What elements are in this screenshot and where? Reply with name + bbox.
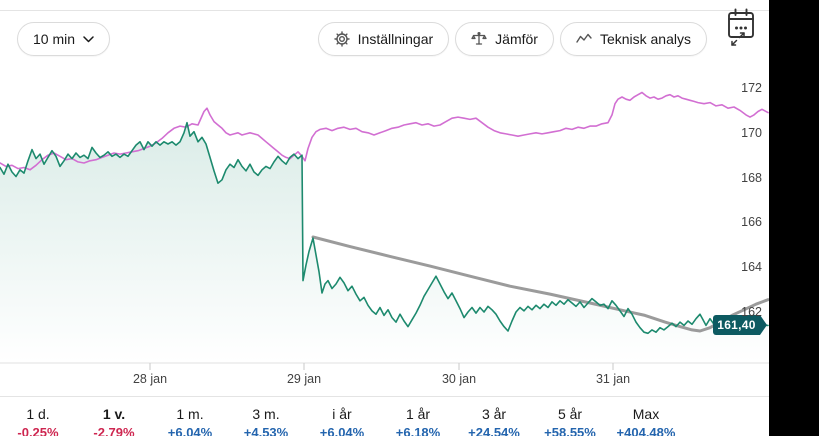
price-chart[interactable]: 161,40 172 170 168 166 164 162 xyxy=(0,58,769,370)
period-change: +6,18% xyxy=(395,425,441,436)
top-divider xyxy=(0,10,769,11)
settings-button[interactable]: Inställningar xyxy=(317,22,450,56)
compare-button[interactable]: Jämför xyxy=(455,22,554,56)
period-tab[interactable]: 1 m. +6,04% xyxy=(152,397,228,436)
trend-line-icon xyxy=(576,31,592,47)
side-panel-dark xyxy=(769,0,819,436)
period-tab[interactable]: i år +6,04% xyxy=(304,397,380,436)
period-tabs: 1 d. -0,25% 1 v. -2,79% 1 m. +6,04% 3 m. +4,53%… xyxy=(0,396,769,436)
period-tab[interactable]: 1 d. -0,25% xyxy=(0,397,76,436)
scale-icon xyxy=(471,31,487,47)
period-change: +24,54% xyxy=(468,425,520,436)
y-axis-label: 162 xyxy=(741,305,762,319)
period-tab[interactable]: 1 år +6,18% xyxy=(380,397,456,436)
y-axis-label: 172 xyxy=(741,81,762,95)
gear-icon xyxy=(333,31,350,47)
compare-label: Jämför xyxy=(495,31,538,47)
period-change: -2,79% xyxy=(93,425,135,436)
period-tab[interactable]: 3 m. +4,53% xyxy=(228,397,304,436)
y-axis-label: 164 xyxy=(741,260,762,274)
settings-label: Inställningar xyxy=(357,31,434,47)
last-price-badge: 161,40 xyxy=(713,315,767,335)
x-axis-label: 29 jan xyxy=(286,372,322,386)
period-tab[interactable]: Max +404,48% xyxy=(608,397,684,436)
period-change: +6,04% xyxy=(319,425,365,436)
period-label: 5 år xyxy=(557,406,583,422)
period-tab[interactable]: 1 v. -2,79% xyxy=(76,397,152,436)
x-axis-label: 31 jan xyxy=(595,372,631,386)
period-change: +6,04% xyxy=(167,425,213,436)
y-axis-label: 170 xyxy=(741,126,762,140)
calendar-button[interactable] xyxy=(725,7,757,44)
period-change: +404,48% xyxy=(616,425,676,436)
interval-label: 10 min xyxy=(33,31,76,47)
y-axis-label: 168 xyxy=(741,171,762,185)
technical-analysis-button[interactable]: Teknisk analys xyxy=(559,22,707,56)
period-label: 1 d. xyxy=(26,406,50,422)
x-axis-labels: 28 jan 29 jan 30 jan 31 jan xyxy=(0,372,769,390)
period-change: +58,55% xyxy=(544,425,596,436)
period-change: -0,25% xyxy=(17,425,59,436)
interval-dropdown[interactable]: 10 min xyxy=(17,22,111,56)
period-label: 3 m. xyxy=(252,406,280,422)
period-label: Max xyxy=(632,406,660,422)
chart-toolbar: 10 min xyxy=(0,22,769,56)
technical-analysis-label: Teknisk analys xyxy=(599,31,691,47)
period-label: 1 m. xyxy=(176,406,204,422)
period-tab[interactable]: 3 år +24,54% xyxy=(456,397,532,436)
period-tab[interactable]: 5 år +58,55% xyxy=(532,397,608,436)
y-axis-label: 166 xyxy=(741,215,762,229)
period-label: 1 år xyxy=(405,406,431,422)
period-label: 1 v. xyxy=(102,406,126,422)
period-label: i år xyxy=(332,406,352,422)
period-label: 3 år xyxy=(481,406,507,422)
calendar-icon xyxy=(725,7,757,41)
stock-chart-panel: 10 min xyxy=(0,7,769,436)
period-change: +4,53% xyxy=(243,425,289,436)
x-axis-label: 30 jan xyxy=(441,372,477,386)
x-axis-label: 28 jan xyxy=(132,372,168,386)
chevron-down-icon xyxy=(83,35,94,43)
